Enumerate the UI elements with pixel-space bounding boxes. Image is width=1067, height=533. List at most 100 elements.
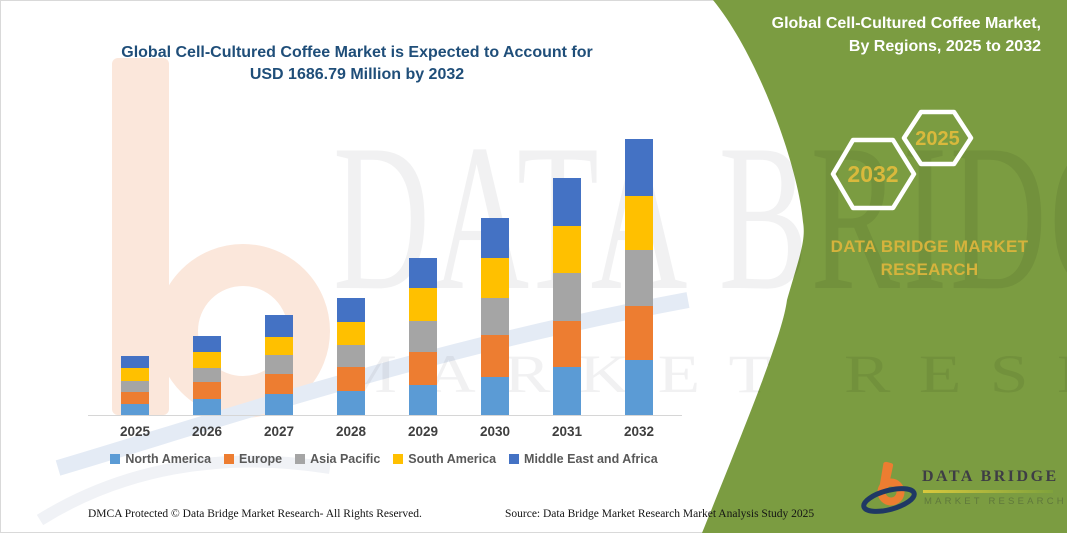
bar-2031-north-america <box>553 367 581 415</box>
legend-swatch <box>224 454 235 464</box>
dbmr-logo-icon <box>861 461 917 514</box>
bar-slot-2028 <box>315 100 387 415</box>
footer-source-text: Source: Data Bridge Market Research Mark… <box>505 508 815 520</box>
bar-2025 <box>121 356 149 415</box>
legend-label: North America <box>125 452 212 466</box>
x-axis-labels: 2025 2026 2027 2028 2029 2030 2031 2032 <box>99 424 675 439</box>
bar-slot-2026 <box>171 100 243 415</box>
bar-2025-middle-east-and-africa <box>121 356 149 369</box>
bar-2028 <box>337 297 365 415</box>
bar-2031-middle-east-and-africa <box>553 178 581 226</box>
footer-dmca-text: DMCA Protected © Data Bridge Market Rese… <box>88 508 422 520</box>
bar-2031-europe <box>553 320 581 368</box>
hexagon-2025-label: 2025 <box>915 128 960 150</box>
bar-2026 <box>193 336 221 415</box>
x-axis-line <box>88 415 682 416</box>
bar-slot-2032 <box>603 100 675 415</box>
logo-underline <box>923 490 1053 493</box>
legend-label: Europe <box>239 452 283 466</box>
legend-item-south-america: South America <box>393 452 496 466</box>
bar-2032-europe <box>625 305 653 360</box>
bar-2031 <box>553 178 581 415</box>
bar-2029-north-america <box>409 385 437 415</box>
x-axis-label-2030: 2030 <box>479 424 511 439</box>
legend-label: South America <box>408 452 497 466</box>
bar-2027-europe <box>265 373 293 394</box>
bar-2026-middle-east-and-africa <box>193 336 221 353</box>
bar-slot-2025 <box>99 100 171 415</box>
dbmr-logo: DATA BRIDGE MARKET RESEARCH <box>860 458 1064 522</box>
bar-2030 <box>481 218 509 415</box>
bar-2029-asia-pacific <box>409 320 437 352</box>
bar-2025-north-america <box>121 403 149 415</box>
bar-2030-north-america <box>481 376 509 415</box>
watermark-swoosh-2 <box>36 455 331 526</box>
hexagon-2025 <box>901 109 974 167</box>
bar-2027-north-america <box>265 393 293 415</box>
x-axis-label-2025: 2025 <box>119 424 151 439</box>
brand-wordmark: DATA BRIDGE MARKET RESEARCH <box>822 236 1037 282</box>
chart-title: Global Cell-Cultured Coffee Market is Ex… <box>57 42 657 85</box>
bar-2030-south-america <box>481 257 509 298</box>
legend-item-asia-pacific: Asia Pacific <box>295 452 380 466</box>
bar-slot-2030 <box>459 100 531 415</box>
bar-2031-asia-pacific <box>553 273 581 321</box>
chart-title-line2: USD 1686.79 Million by 2032 <box>249 65 465 83</box>
bar-2026-asia-pacific <box>193 368 221 383</box>
bar-2032-middle-east-and-africa <box>625 139 653 196</box>
bar-2029-middle-east-and-africa <box>409 258 437 289</box>
chart-title-line1: Global Cell-Cultured Coffee Market is Ex… <box>121 44 593 61</box>
bar-2029-europe <box>409 351 437 386</box>
bar-2027-south-america <box>265 336 293 356</box>
bar-slot-2029 <box>387 100 459 415</box>
bar-2028-europe <box>337 367 365 391</box>
bar-2026-south-america <box>193 352 221 369</box>
panel-heading-line1: Global Cell-Cultured Coffee Market, <box>771 15 1041 32</box>
legend-label: Middle East and Africa <box>524 452 658 466</box>
bar-2030-asia-pacific <box>481 297 509 335</box>
bar-2032-south-america <box>625 195 653 250</box>
chart-legend: North America Europe Asia Pacific South Ame… <box>88 452 680 466</box>
bar-2031-south-america <box>553 225 581 274</box>
hexagon-2032-label: 2032 <box>847 161 898 187</box>
green-panel-shape <box>702 0 1067 533</box>
bar-2028-north-america <box>337 390 365 415</box>
bar-2027-middle-east-and-africa <box>265 315 293 337</box>
bar-2027-asia-pacific <box>265 355 293 374</box>
bar-2025-south-america <box>121 368 149 381</box>
logo-swoosh <box>861 486 917 514</box>
forecast-hexagons: 2032 2025 <box>830 109 974 211</box>
legend-item-middle-east-and-africa: Middle East and Africa <box>509 452 658 466</box>
bar-2032-north-america <box>625 359 653 415</box>
x-axis-label-2026: 2026 <box>191 424 223 439</box>
logo-subtitle-text: MARKET RESEARCH <box>924 496 1067 507</box>
bar-2025-asia-pacific <box>121 380 149 392</box>
x-axis-label-2028: 2028 <box>335 424 367 439</box>
brand-line2: RESEARCH <box>880 259 979 279</box>
x-axis-label-2027: 2027 <box>263 424 295 439</box>
bar-2029-south-america <box>409 288 437 321</box>
x-axis-label-2032: 2032 <box>623 424 655 439</box>
stacked-bar-chart <box>99 100 675 415</box>
legend-label: Asia Pacific <box>310 452 381 466</box>
legend-item-north-america: North America <box>110 452 211 466</box>
panel-heading: Global Cell-Cultured Coffee Market, By R… <box>681 12 1041 58</box>
bar-2032-asia-pacific <box>625 249 653 306</box>
bar-slot-2027 <box>243 100 315 415</box>
legend-swatch <box>393 454 404 464</box>
panel-heading-line2: By Regions, 2025 to 2032 <box>848 38 1041 56</box>
legend-item-europe: Europe <box>224 452 282 466</box>
bar-2028-asia-pacific <box>337 344 365 368</box>
bar-2025-europe <box>121 391 149 404</box>
bar-2030-europe <box>481 334 509 377</box>
watermark-b-stem <box>112 58 169 415</box>
watermark-b-bowl <box>156 244 330 418</box>
bar-2030-middle-east-and-africa <box>481 218 509 258</box>
bar-2028-middle-east-and-africa <box>337 297 365 322</box>
x-axis-label-2031: 2031 <box>551 424 583 439</box>
bar-2032 <box>625 139 653 415</box>
logo-name-text: DATA BRIDGE <box>922 468 1059 485</box>
x-axis-label-2029: 2029 <box>407 424 439 439</box>
legend-swatch <box>295 454 306 464</box>
